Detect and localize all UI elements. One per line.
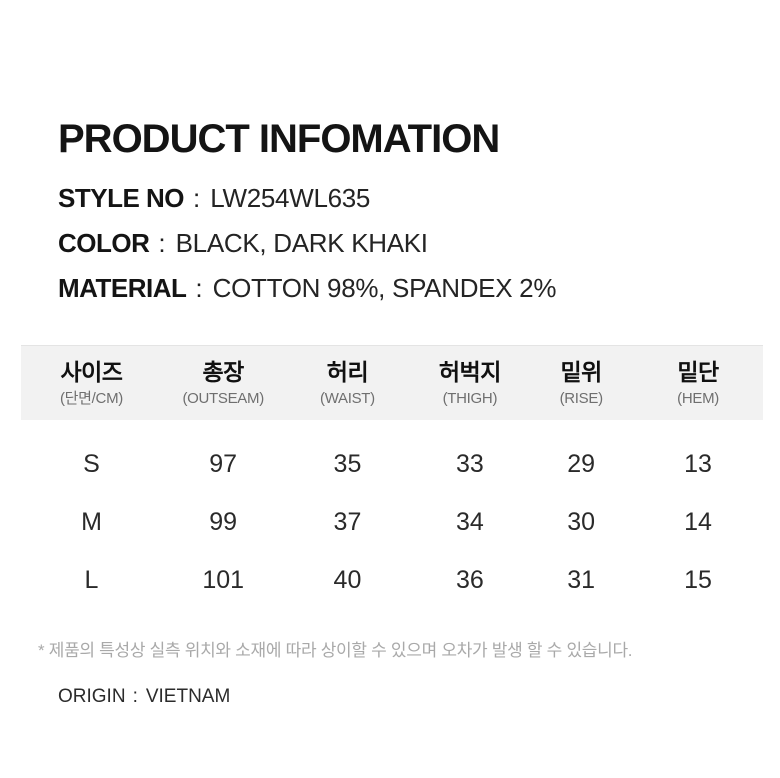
spec-material-value: COTTON 98%, SPANDEX 2% [212, 273, 557, 303]
origin-value: VIETNAM [145, 686, 231, 707]
column-header-rise-ko: 밑위 [560, 359, 603, 385]
column-header-waist: 허리 (WAIST) [284, 345, 411, 420]
column-header-size-ko: 사이즈 [60, 359, 123, 385]
spec-separator: : [193, 183, 201, 213]
column-header-rise: 밑위 (RISE) [529, 345, 634, 420]
cell-thigh: 36 [455, 565, 484, 594]
column-header-outseam: 총장 (OUTSEAM) [161, 345, 285, 420]
spec-style-no-value: LW254WL635 [210, 183, 371, 213]
table-row-size-m: M 99 37 34 30 14 [21, 493, 763, 551]
spec-color: COLOR : BLACK, DARK KHAKI [58, 229, 780, 258]
origin-line: ORIGIN : VIETNAM [58, 685, 780, 709]
size-label: L [84, 565, 99, 594]
column-header-hem: 밑단 (HEM) [633, 345, 763, 420]
cell-outseam: 101 [202, 565, 245, 594]
column-header-thigh-ko: 허벅지 [438, 359, 501, 385]
cell-waist: 40 [333, 565, 362, 594]
column-header-thigh: 허벅지 (THIGH) [410, 345, 530, 420]
spec-separator: : [158, 228, 166, 258]
cell-hem: 14 [684, 507, 712, 536]
column-header-rise-sub: (RISE) [559, 390, 604, 407]
size-chart-body: S 97 35 33 29 13 M 99 37 34 30 14 L 101 … [21, 420, 763, 609]
cell-thigh: 34 [455, 507, 484, 536]
cell-waist: 37 [333, 507, 362, 536]
spec-color-value: BLACK, DARK KHAKI [175, 228, 428, 258]
cell-outseam: 97 [209, 449, 238, 478]
cell-rise: 29 [567, 449, 596, 478]
spec-list: STYLE NO : LW254WL635 COLOR : BLACK, DAR… [58, 184, 780, 303]
table-row-size-l: L 101 40 36 31 15 [21, 551, 763, 609]
spec-color-label: COLOR [58, 228, 150, 258]
cell-rise: 31 [567, 565, 596, 594]
column-header-outseam-sub: (OUTSEAM) [182, 390, 264, 407]
table-row-size-s: S 97 35 33 29 13 [21, 420, 763, 493]
column-header-size-sub: (단면/CM) [59, 390, 123, 407]
column-header-hem-ko: 밑단 [677, 359, 719, 385]
size-chart-table: 사이즈 (단면/CM) 총장 (OUTSEAM) 허리 (WAIST) 허벅지 … [21, 345, 763, 609]
column-header-outseam-ko: 총장 [202, 359, 245, 385]
size-chart-header: 사이즈 (단면/CM) 총장 (OUTSEAM) 허리 (WAIST) 허벅지 … [21, 345, 763, 420]
spec-material-label: MATERIAL [58, 273, 187, 303]
spec-style-no: STYLE NO : LW254WL635 [58, 184, 780, 213]
page-title: PRODUCT INFOMATION [58, 117, 500, 161]
measurement-disclaimer: * 제품의 특성상 실측 위치와 소재에 따라 상이할 수 있으며 오차가 발생… [38, 641, 633, 660]
origin-separator: : [132, 686, 138, 707]
column-header-thigh-sub: (THIGH) [442, 390, 498, 407]
spec-separator: : [195, 273, 203, 303]
cell-rise: 30 [567, 507, 596, 536]
column-header-waist-ko: 허리 [326, 359, 369, 385]
cell-thigh: 33 [455, 449, 484, 478]
spec-material: MATERIAL : COTTON 98%, SPANDEX 2% [58, 274, 780, 303]
cell-hem: 13 [684, 449, 712, 478]
size-label: M [81, 507, 102, 536]
cell-waist: 35 [333, 449, 362, 478]
origin-label: ORIGIN [58, 686, 126, 707]
column-header-waist-sub: (WAIST) [320, 390, 375, 407]
column-header-hem-sub: (HEM) [677, 390, 719, 407]
cell-outseam: 99 [209, 507, 238, 536]
header-row: 사이즈 (단면/CM) 총장 (OUTSEAM) 허리 (WAIST) 허벅지 … [21, 345, 763, 420]
column-header-size: 사이즈 (단면/CM) [21, 345, 162, 420]
size-label: S [83, 449, 100, 478]
cell-hem: 15 [684, 565, 712, 594]
spec-style-no-label: STYLE NO [58, 183, 185, 213]
